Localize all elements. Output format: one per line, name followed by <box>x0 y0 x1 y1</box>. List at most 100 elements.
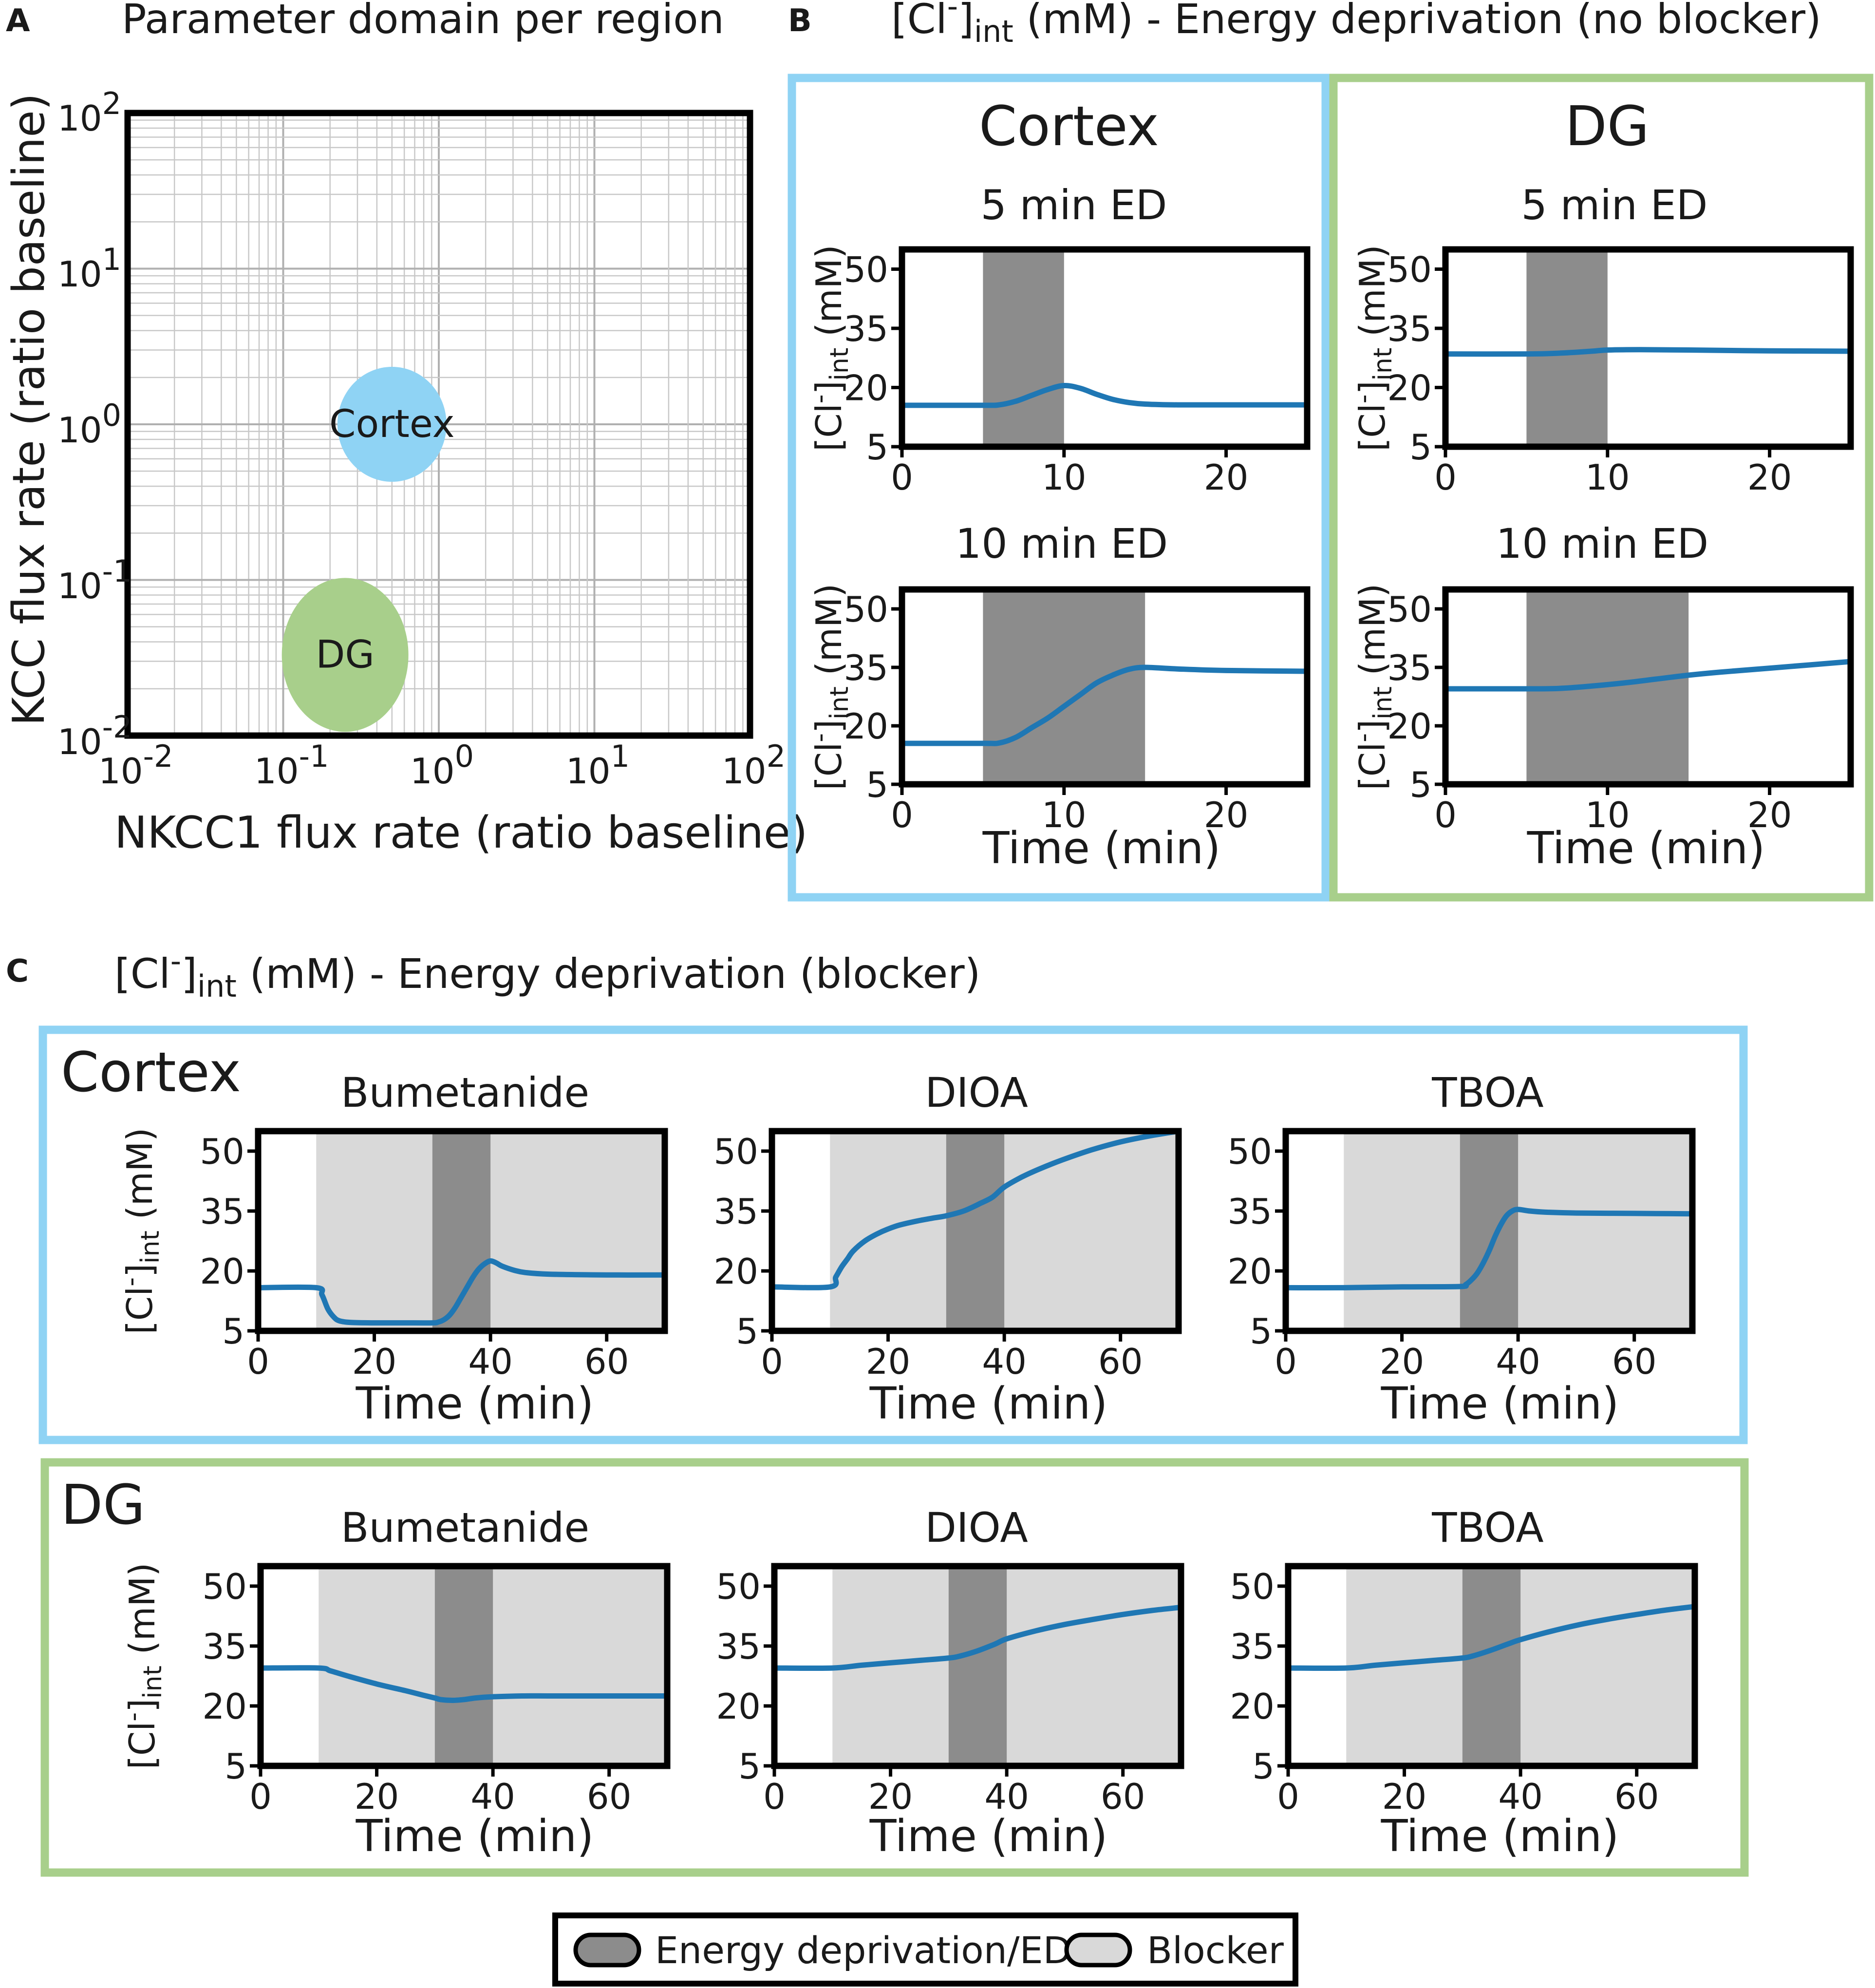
panel-a-letter: A <box>6 3 30 39</box>
pc-cortex-bumetanide-title: Bumetanide <box>341 1069 589 1117</box>
plot-frame <box>1442 246 1854 450</box>
ytick-label: 5 <box>1409 764 1432 805</box>
plot-c-dg-dioa: 5 20 35 50 0 20 40 60 <box>716 1563 1184 1817</box>
pa-ytick-0: 100 <box>57 398 121 451</box>
xtick-label: 40 <box>1496 1341 1540 1382</box>
panel-c-title: [Cl-]int (mM) - Energy deprivation (bloc… <box>114 943 980 1004</box>
panel-a-grid <box>127 113 750 737</box>
ylabel-suffix: (mM) <box>119 1128 160 1231</box>
pa-ytick-m2: 10-2 <box>57 709 132 762</box>
cortex-blob <box>337 367 447 482</box>
xtick-label: 10 <box>1585 457 1630 498</box>
legend-ed-label: Energy deprivation/ED <box>655 1929 1071 1972</box>
panel-b-dg-box <box>1329 74 1874 902</box>
panel-c-dg-box <box>40 1458 1749 1877</box>
panel-a-frame <box>124 110 753 739</box>
xtick-label: 20 <box>355 1776 399 1817</box>
xtick-label: 40 <box>982 1341 1027 1382</box>
ylabel: [Cl-]int (mM) <box>806 584 854 790</box>
ytick-label: 20 <box>1387 368 1432 409</box>
ytick-label: 35 <box>1387 308 1432 349</box>
ylabel: [Cl-]int (mM) <box>1349 245 1398 451</box>
ylabel: [Cl-]int (mM) <box>116 1128 165 1334</box>
plot-c-cortex-dioa: 5 20 35 50 0 20 40 60 <box>713 1128 1182 1382</box>
dg-blob-label: DG <box>316 633 375 677</box>
chl-series-line <box>771 1605 1184 1671</box>
ylabel-sup: - <box>119 1712 148 1722</box>
pb-dg-10-title: 10 min ED <box>1496 520 1708 568</box>
chl-series-line <box>899 664 1310 746</box>
ytick-label: 35 <box>844 308 888 349</box>
xtick-label: 0 <box>1277 1776 1299 1817</box>
chl-series-line <box>1443 659 1854 692</box>
plot-frame <box>257 1563 671 1769</box>
xtick-label: 0 <box>763 1776 786 1817</box>
pa-ytick-1: 101 <box>57 242 121 295</box>
xtick-label: 0 <box>891 457 913 498</box>
pa-ytick-m1: 10-1 <box>57 553 132 606</box>
plot-frame <box>899 246 1311 450</box>
ylabel-prefix: [Cl <box>122 1722 163 1769</box>
xtick-label: 20 <box>868 1776 913 1817</box>
ytick-label: 5 <box>866 764 888 805</box>
chl-series-line <box>1283 1207 1695 1291</box>
panel-c-cortex-title: Cortex <box>61 1041 241 1104</box>
ytick-label: 35 <box>200 1191 244 1232</box>
panel-b-cortex-box <box>788 74 1330 902</box>
ylabel-prefix: [Cl <box>119 1287 160 1334</box>
panel-a-ylabel: KCC flux rate (ratio baseline) <box>3 93 55 726</box>
xtick-label: 10 <box>1042 457 1087 498</box>
ylabel-suffix: (mM) <box>1352 584 1393 686</box>
ytick-label: 50 <box>716 1566 761 1607</box>
pb-cortex-5-title: 5 min ED <box>980 181 1167 229</box>
pc-dg-dioa-xlabel: Time (min) <box>869 1811 1108 1862</box>
ytick-label: 20 <box>844 706 888 747</box>
ytick-label: 50 <box>844 589 888 630</box>
ed-band <box>948 1566 1007 1766</box>
pa-xtick-0: 100 <box>410 738 474 792</box>
ytick-label: 50 <box>1227 1131 1272 1172</box>
ylabel-bracket: ] <box>808 719 849 733</box>
xtick-label: 0 <box>1434 457 1457 498</box>
ylabel: [Cl-]int (mM) <box>806 245 854 451</box>
xtick-label: 60 <box>587 1776 632 1817</box>
pc-cortex-tboa-xlabel: Time (min) <box>1381 1378 1619 1429</box>
ytick-label: 20 <box>1227 1251 1272 1292</box>
ed-band <box>1526 249 1608 447</box>
ylabel-bracket: ] <box>1352 719 1393 733</box>
ytick-label: 5 <box>736 1311 758 1352</box>
xtick-label: 20 <box>866 1341 911 1382</box>
ylabel: [Cl-]int (mM) <box>1349 584 1398 790</box>
ylabel-sub: int <box>1369 348 1398 381</box>
ytick-label: 20 <box>844 368 888 409</box>
pb-cortex-xlabel: Time (min) <box>982 823 1221 874</box>
ytick-label: 5 <box>866 427 888 468</box>
xtick-label: 10 <box>1042 795 1087 835</box>
ylabel-prefix: [Cl <box>1352 403 1393 451</box>
ylabel: [Cl-]int (mM) <box>119 1563 168 1769</box>
chl-series-line <box>899 382 1310 408</box>
ed-band <box>946 1131 1005 1331</box>
ytick-label: 5 <box>1250 1311 1272 1352</box>
ylabel-prefix: [Cl <box>1352 742 1393 790</box>
ytick-label: 35 <box>713 1191 758 1232</box>
xtick-label: 10 <box>1585 795 1630 835</box>
ytick-label: 50 <box>200 1131 244 1172</box>
ylabel-bracket: ] <box>122 1699 163 1712</box>
panel-b-title: [Cl-]int (mM) - Energy deprivation (no b… <box>891 0 1821 49</box>
plot-frame <box>1442 586 1854 788</box>
cortex-blob-label: Cortex <box>329 402 455 446</box>
xtick-label: 0 <box>1434 795 1457 835</box>
pb-cortex-10-title: 10 min ED <box>956 520 1168 568</box>
ylabel-bracket: ] <box>1352 380 1393 394</box>
ylabel-sup: - <box>116 1277 146 1287</box>
xtick-label: 0 <box>891 795 913 835</box>
ed-band <box>1460 1131 1519 1331</box>
panel-b-letter: B <box>788 3 812 39</box>
ytick-label: 5 <box>1252 1746 1275 1787</box>
ylabel-sup: - <box>1349 395 1378 404</box>
xtick-label: 0 <box>1275 1341 1297 1382</box>
xtick-label: 20 <box>1204 457 1249 498</box>
